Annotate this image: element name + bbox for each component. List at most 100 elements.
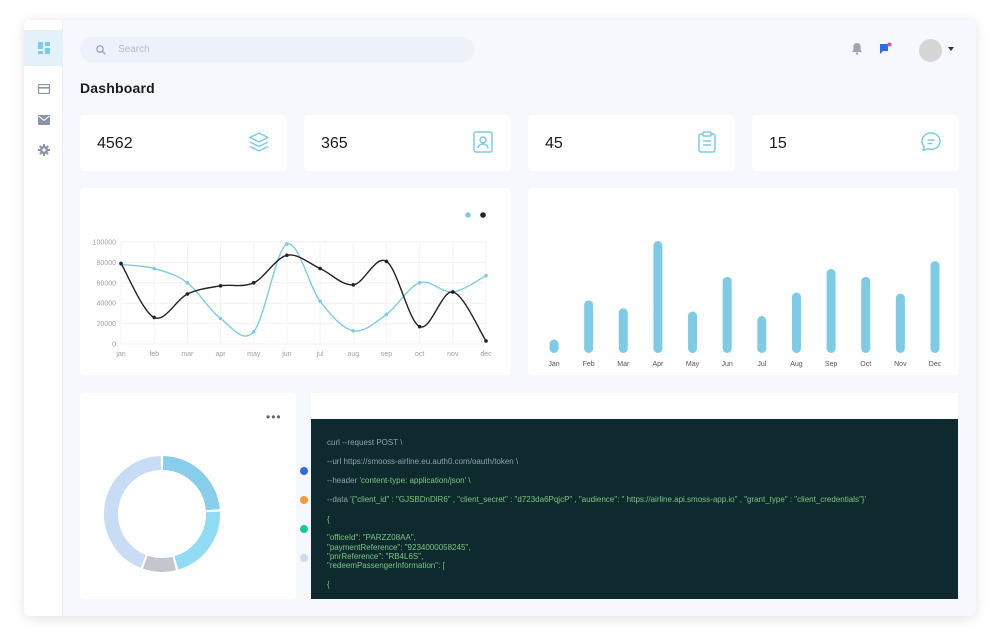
- search-bar: [80, 37, 475, 62]
- x-tick-label: Jan: [548, 361, 559, 368]
- donut-slice: [142, 555, 176, 572]
- y-tick-label: 60000: [97, 280, 117, 287]
- code-line: "officeId": "PARZZ08AA",: [327, 533, 416, 542]
- code-panel-header: [311, 393, 958, 419]
- y-tick-label: 0: [112, 342, 116, 349]
- code-line: {: [327, 580, 330, 589]
- sidebar-item-cards[interactable]: [24, 71, 63, 107]
- donut-chart: [104, 456, 220, 572]
- code-line: curl --request POST \: [327, 438, 402, 447]
- stat-card-3: 45: [528, 115, 735, 171]
- x-tick-label: dec: [480, 351, 492, 358]
- code-token: '{"client_id" : "GJSBDnDlR6" , "client_s…: [350, 495, 866, 504]
- bar: [653, 241, 663, 353]
- bar: [826, 269, 836, 353]
- x-tick-label: Jul: [757, 361, 766, 368]
- data-point: [484, 273, 488, 278]
- data-point: [218, 316, 223, 321]
- y-tick-label: 80000: [97, 260, 117, 267]
- x-tick-label: Aug: [790, 361, 803, 368]
- code-line: --data '{"client_id" : "GJSBDnDlR6" , "c…: [327, 495, 866, 504]
- x-tick-label: May: [686, 361, 700, 368]
- data-point: [152, 266, 156, 271]
- bar: [584, 300, 594, 353]
- y-tick-label: 40000: [97, 301, 117, 308]
- bell-icon: [852, 43, 862, 55]
- x-tick-label: jan: [115, 351, 125, 358]
- stat-value: 15: [769, 135, 787, 152]
- data-point: [451, 290, 455, 294]
- page-title: Dashboard: [80, 80, 155, 96]
- code-line: --header 'content-type: application/json…: [327, 476, 471, 485]
- line-chart-card: 0 20000 40000 60000 80000 100000 jan feb mar apr m…: [80, 188, 511, 375]
- x-tick-label: may: [247, 351, 261, 358]
- data-point: [152, 315, 156, 320]
- x-tick-label: apr: [215, 351, 226, 358]
- sidebar-item-settings[interactable]: [24, 132, 63, 168]
- x-tick-label: jun: [281, 351, 291, 358]
- stat-card-4: 15: [752, 115, 959, 171]
- code-line: --url https://smooss-airline.eu.auth0.co…: [327, 457, 518, 466]
- bar: [791, 292, 801, 353]
- data-point: [285, 253, 289, 258]
- legend-dot: [300, 466, 308, 475]
- code-line: "redeemPassengerInformation": [: [327, 561, 445, 570]
- chevron-down-icon[interactable]: [948, 47, 954, 51]
- stat-card-1: 4562: [80, 115, 287, 171]
- bar: [549, 339, 559, 353]
- data-point: [351, 283, 356, 287]
- stat-card-2: 365: [304, 115, 511, 171]
- layers-icon: [249, 132, 269, 152]
- data-point: [119, 261, 123, 266]
- x-tick-label: oct: [415, 351, 424, 358]
- data-point: [185, 292, 190, 296]
- x-tick-label: Mar: [617, 361, 630, 368]
- card-icon: [37, 84, 50, 94]
- stat-value: 4562: [97, 135, 133, 152]
- bar: [757, 316, 767, 353]
- bar: [722, 276, 732, 353]
- code-token: --data: [327, 495, 351, 504]
- contact-icon: [473, 131, 493, 153]
- donut-slice: [104, 456, 162, 568]
- notifications-button[interactable]: [851, 42, 865, 56]
- x-tick-label: Nov: [894, 361, 907, 368]
- legend-dot: [300, 495, 308, 504]
- code-line: "paymentReference": "9234000058245",: [327, 543, 470, 552]
- data-point: [417, 281, 422, 285]
- code-token: "officeId": "PARZZ08AA",: [327, 533, 416, 542]
- series-line-1: [120, 243, 487, 337]
- x-tick-label: Jun: [722, 361, 733, 368]
- x-tick-label: Dec: [929, 361, 942, 368]
- x-tick-label: Apr: [652, 361, 664, 368]
- bar: [895, 293, 905, 353]
- data-point: [285, 242, 289, 246]
- search-input[interactable]: [118, 44, 448, 55]
- data-point: [318, 266, 322, 271]
- line-chart: 0 20000 40000 60000 80000 100000 jan feb mar apr m…: [93, 212, 492, 358]
- sidebar-item-mail[interactable]: [24, 102, 63, 138]
- series-line-2: [120, 254, 487, 342]
- code-token: 'content-type: application/json' \: [359, 476, 471, 485]
- code-block: curl --request POST \ --url https://smoos…: [311, 419, 958, 599]
- data-point: [384, 312, 389, 317]
- gear-icon: [37, 144, 50, 156]
- data-point: [251, 281, 256, 285]
- messages-button[interactable]: [879, 42, 893, 56]
- code-token: "pnrReference": "RB4L6S",: [327, 552, 424, 561]
- bar: [618, 308, 628, 353]
- bar-chart: Jan Feb Mar Apr May Jun Jul Aug Sep Oct Nov Dec: [548, 241, 942, 368]
- clipboard-icon: [698, 131, 716, 153]
- code-line: {: [327, 515, 330, 524]
- x-tick-label: feb: [149, 351, 159, 358]
- avatar[interactable]: [919, 39, 942, 62]
- stat-value: 45: [545, 135, 563, 152]
- sidebar-item-dashboard[interactable]: [24, 30, 63, 66]
- x-tick-label: jul: [316, 351, 324, 358]
- bar: [930, 261, 940, 353]
- code-token: {: [327, 515, 330, 524]
- more-options-button[interactable]: •••: [266, 410, 282, 424]
- data-point: [218, 284, 223, 288]
- code-token: --url https://smooss-airline.eu.auth0.co…: [327, 457, 519, 466]
- stat-value: 365: [321, 135, 348, 152]
